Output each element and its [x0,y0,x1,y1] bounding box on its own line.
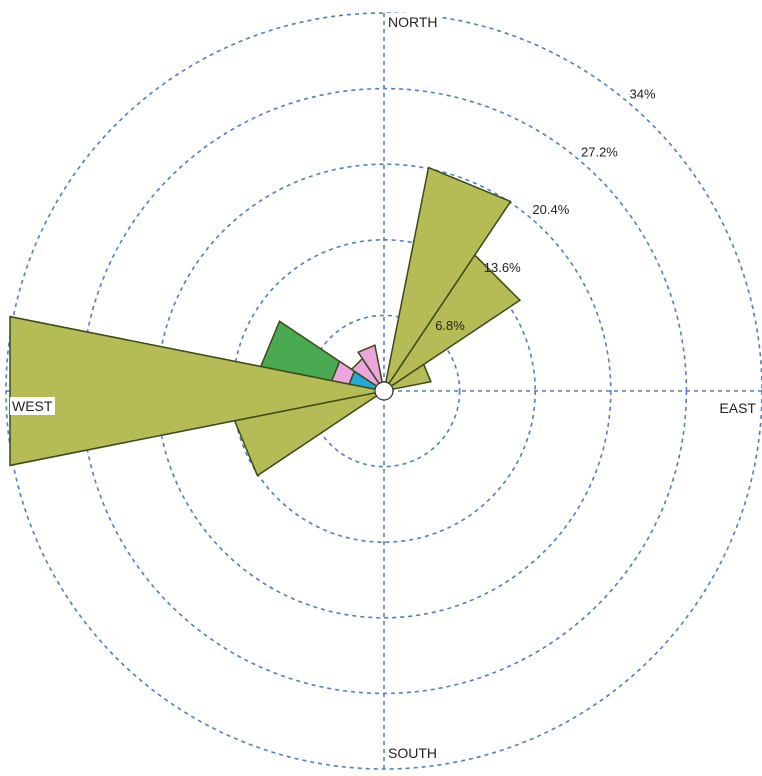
rose-wedge [9,315,376,467]
grid-ring [307,314,461,468]
ring-label: 34% [630,86,656,101]
wind-rose-sectors [9,166,522,477]
south-label: SOUTH [388,745,437,761]
north-label-bg [386,13,440,31]
center-hub [374,381,394,401]
south-label-bg [386,744,439,762]
west-label: WEST [12,398,53,414]
ring-label: 13.6% [484,260,521,275]
west-label-bg [10,397,55,415]
rose-wedge [259,320,341,382]
north-label: NORTH [388,14,438,30]
ring-label: 6.8% [435,318,465,333]
ring-label: 27.2% [581,144,618,159]
ring-labels: 6.8% 13.6% 20.4% 27.2% 34% [435,86,656,333]
east-label: EAST [719,400,756,416]
east-label-bg [717,399,759,417]
direction-labels: NORTH EAST SOUTH WEST [10,13,759,762]
ring-label: 20.4% [532,202,569,217]
